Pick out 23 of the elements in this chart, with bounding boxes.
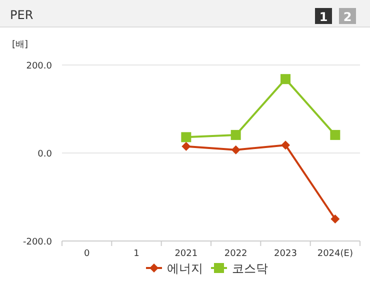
point: [281, 140, 290, 150]
point: [280, 74, 290, 84]
y-tick-label: -200.0: [22, 238, 52, 248]
x-tick-label: 2023: [274, 249, 297, 259]
point: [230, 130, 241, 140]
chart-title: PER: [10, 8, 34, 22]
text: 1: [319, 10, 328, 24]
x-tick-label: 2022: [224, 249, 248, 259]
point: [182, 142, 191, 151]
legend-label: 코스닥: [232, 262, 268, 276]
x-tick-label: 2024(E): [317, 249, 353, 259]
text: 2: [343, 10, 352, 24]
point: [181, 132, 192, 142]
y-axis-title: [배]: [12, 40, 28, 50]
point: [231, 145, 240, 154]
point: [330, 214, 340, 224]
legend-label: 에너지: [167, 262, 203, 276]
x-tick-label: 2021: [174, 249, 198, 259]
x-tick-label: 1: [134, 249, 140, 259]
x-tick-label: 0: [84, 249, 90, 259]
y-tick-label: 0.0: [38, 150, 52, 160]
point: [330, 130, 340, 140]
y-tick-label: 200.0: [26, 62, 52, 72]
